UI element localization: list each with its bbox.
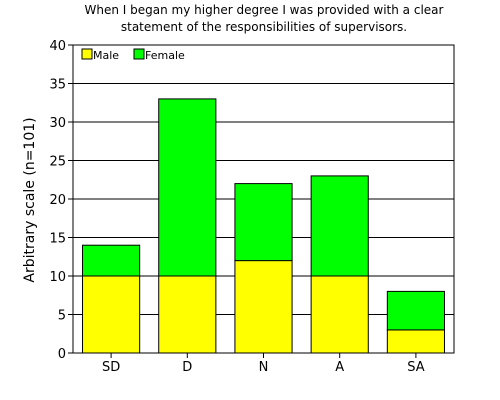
bar-a-female	[310, 175, 369, 277]
y-tick-label-35: 35	[49, 78, 66, 93]
y-tick-label-15: 15	[49, 232, 66, 247]
legend-label-male: Male	[93, 49, 119, 62]
bar-sa-female	[386, 290, 445, 331]
chart-title-line-1: When I began my higher degree I was prov…	[85, 3, 444, 17]
y-tick-label-20: 20	[49, 193, 66, 208]
x-axis-ticks: SD D N A SA	[102, 353, 425, 375]
chart-title-line-2: statement of the responsibilities of sup…	[121, 20, 407, 34]
y-tick-label-25: 25	[49, 155, 66, 170]
bar-sd-female	[82, 244, 141, 277]
x-tick-label-d: D	[182, 360, 192, 375]
y-tick-label-40: 40	[49, 39, 66, 54]
legend: Male Female	[81, 48, 185, 62]
y-tick-label-0: 0	[58, 347, 66, 362]
bars	[82, 98, 445, 354]
bar-a-male	[310, 275, 369, 354]
x-tick-label-n: N	[259, 360, 269, 375]
y-tick-label-10: 10	[49, 270, 66, 285]
legend-swatch-female	[133, 48, 145, 60]
x-tick-label-sd: SD	[102, 360, 120, 375]
legend-label-female: Female	[145, 49, 185, 62]
x-tick-label-a: A	[335, 360, 344, 375]
y-axis-label: Arbitrary scale (n=101)	[22, 117, 38, 282]
bar-n-male	[234, 260, 293, 354]
bar-d-male	[158, 275, 217, 354]
bar-n-female	[234, 183, 293, 262]
bar-sd-male	[82, 275, 141, 354]
y-tick-label-30: 30	[49, 116, 66, 131]
y-axis-ticks: 0 5 10 15 20 25 30 35 40	[49, 39, 73, 362]
legend-swatch-male	[81, 48, 93, 60]
bar-sa-male	[386, 329, 445, 354]
y-tick-label-5: 5	[58, 309, 66, 324]
x-tick-label-sa: SA	[407, 360, 424, 375]
bar-d-female	[158, 98, 217, 277]
